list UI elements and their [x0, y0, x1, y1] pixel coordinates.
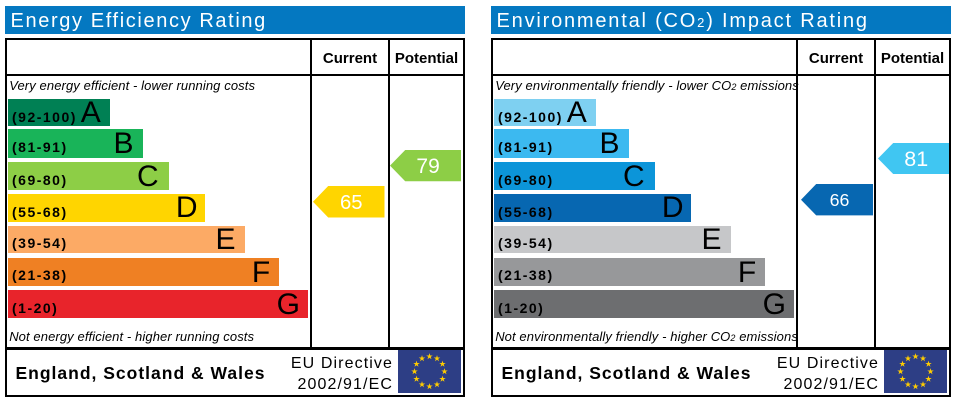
svg-text:81: 81	[904, 148, 928, 172]
svg-text:66: 66	[829, 190, 849, 210]
svg-text:65: 65	[340, 192, 363, 214]
svg-text:79: 79	[417, 156, 440, 179]
